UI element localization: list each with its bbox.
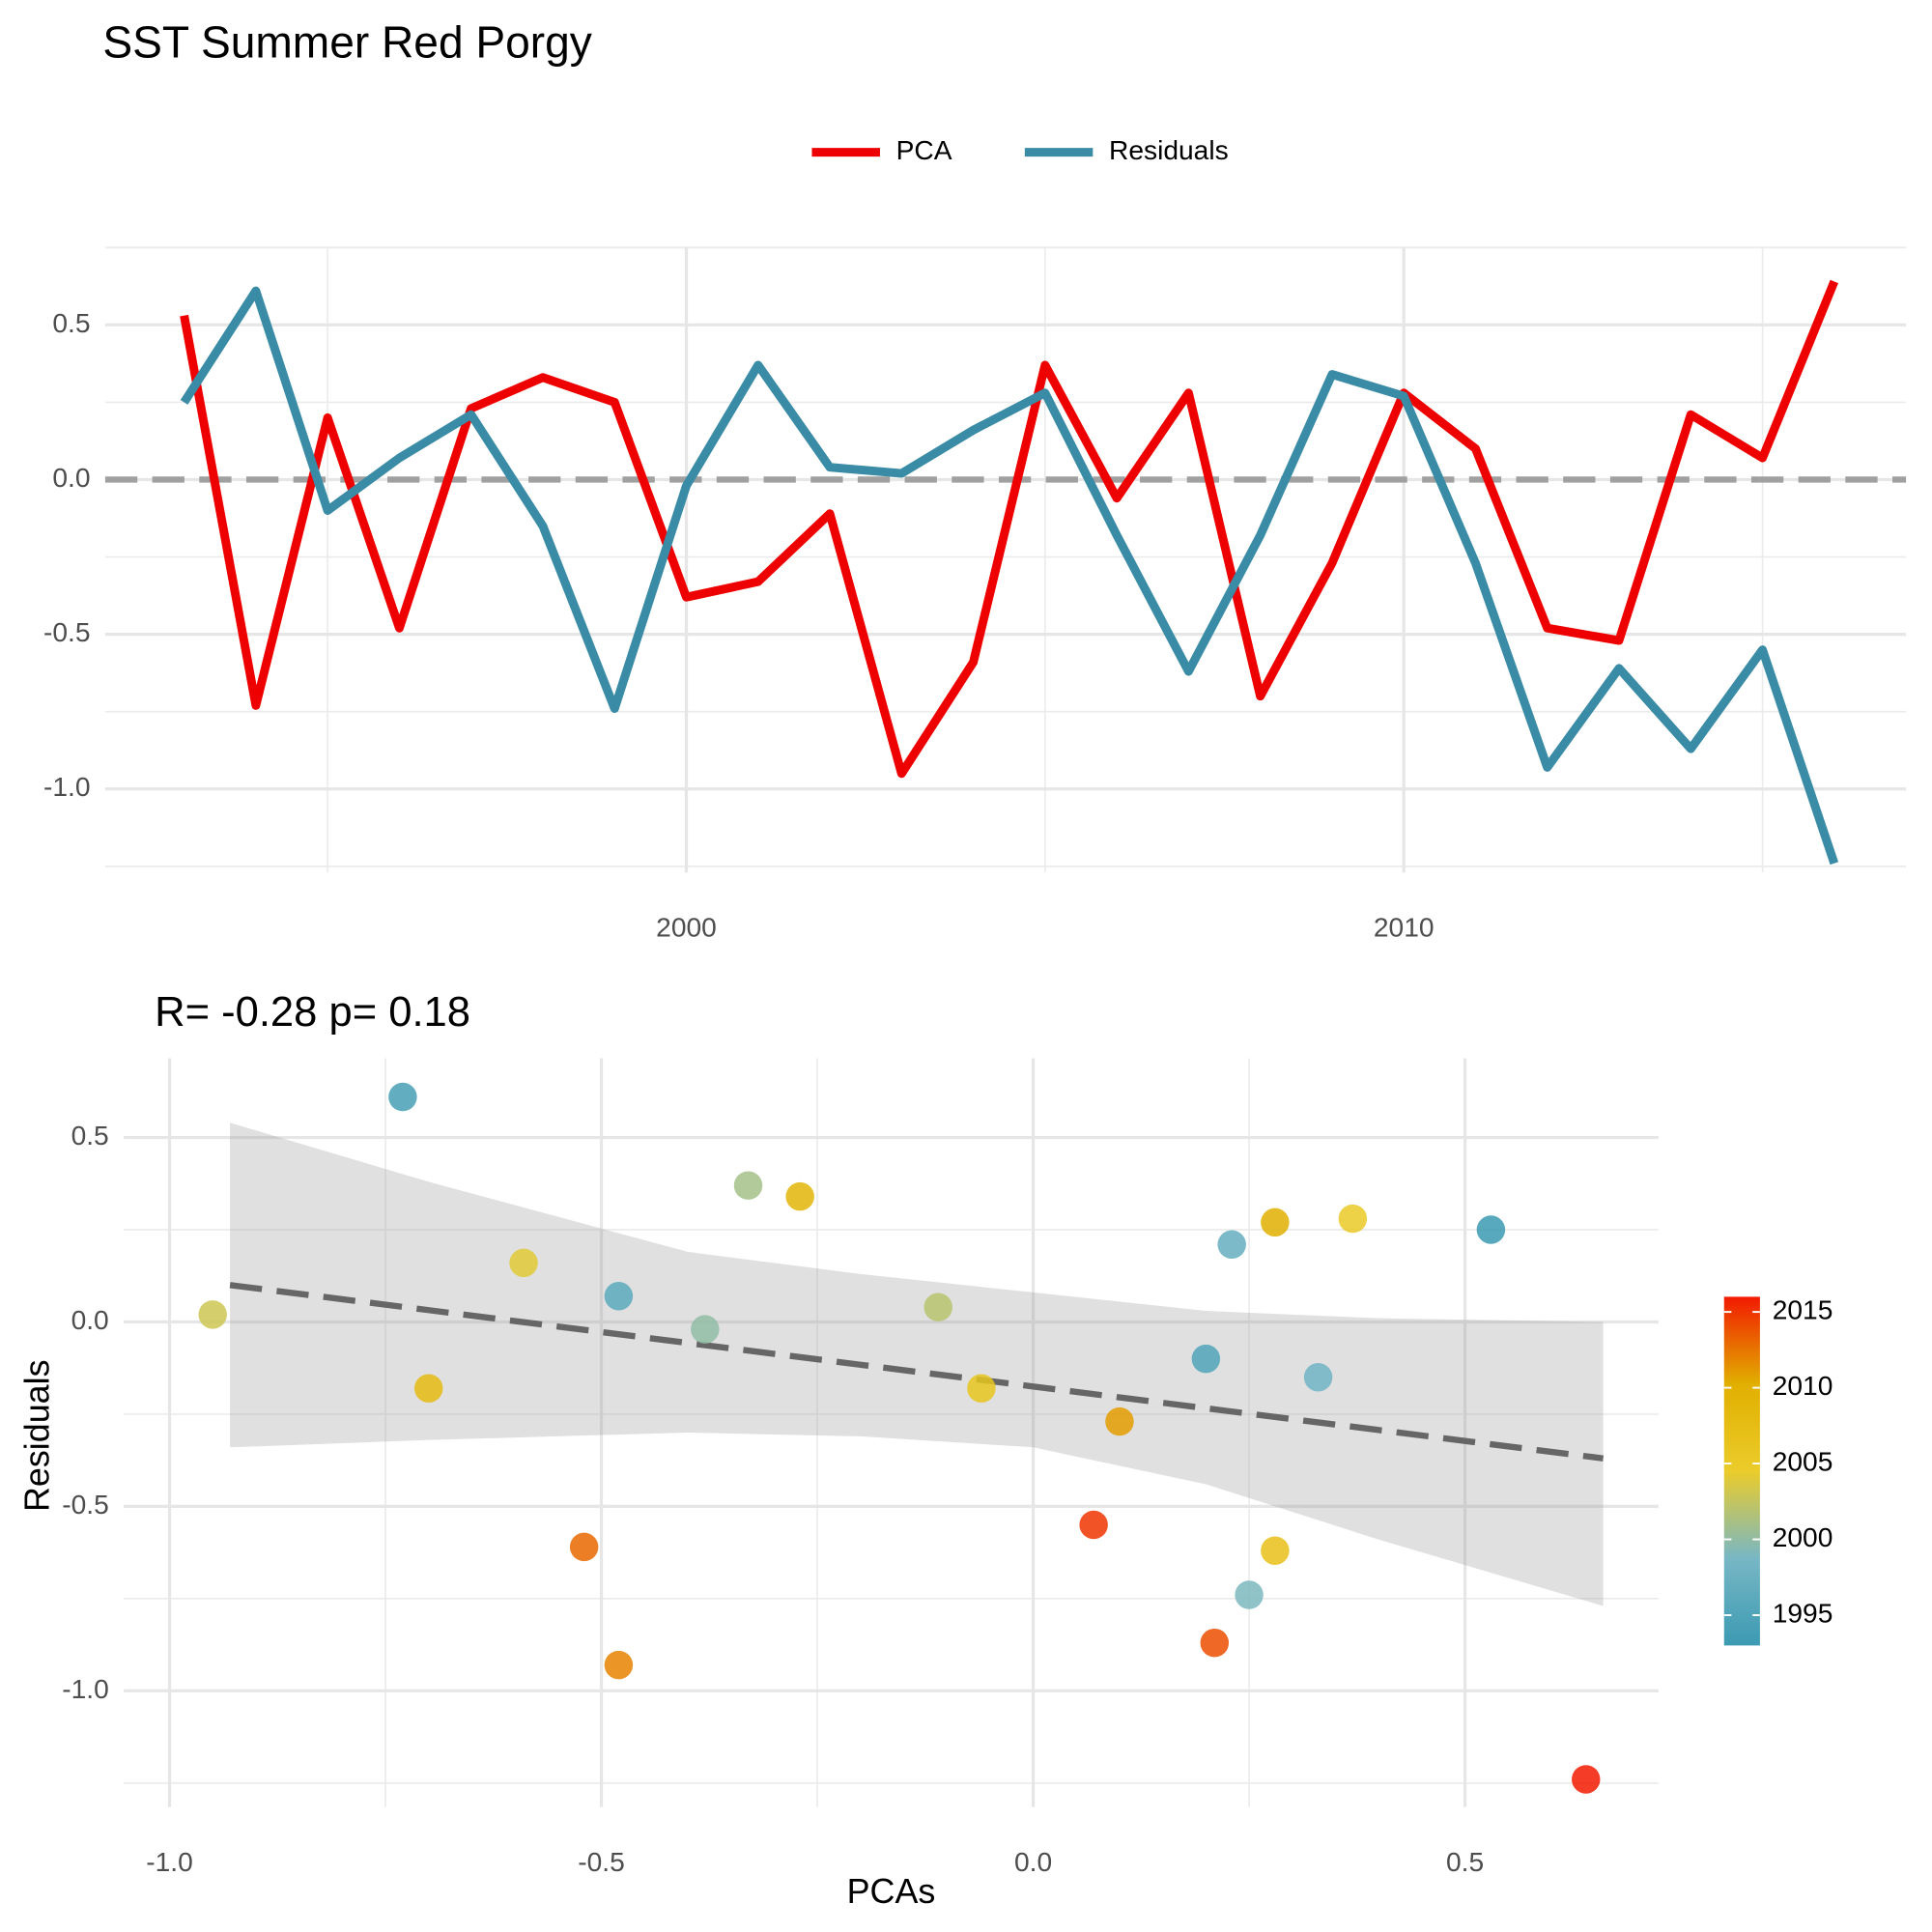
colorbar-label: 2015: [1773, 1294, 1833, 1325]
point: [1079, 1510, 1108, 1540]
x-tick-label: -1.0: [146, 1846, 193, 1877]
point: [1235, 1580, 1264, 1609]
point: [1217, 1230, 1246, 1260]
point: [691, 1315, 720, 1344]
point: [785, 1181, 814, 1211]
point: [1261, 1208, 1290, 1237]
point: [604, 1282, 634, 1311]
point: [1261, 1536, 1290, 1565]
legend-label: Residuals: [1109, 134, 1229, 165]
point: [1338, 1204, 1368, 1234]
colorbar-label: 2005: [1773, 1445, 1833, 1476]
x-tick-label: -0.5: [578, 1846, 625, 1877]
point: [604, 1650, 634, 1680]
y-tick-label: -1.0: [43, 771, 91, 802]
chart-title: SST Summer Red Porgy: [102, 17, 592, 68]
point: [509, 1248, 538, 1278]
y-axis-label: Residuals: [17, 1359, 56, 1511]
x-tick-label: 0.5: [1446, 1846, 1484, 1877]
colorbar-label: 1995: [1773, 1597, 1833, 1628]
point: [923, 1293, 952, 1321]
point: [733, 1171, 763, 1200]
point: [967, 1374, 996, 1403]
y-tick-label: 0.5: [52, 307, 90, 338]
legend-label: PCA: [896, 134, 952, 165]
point: [1303, 1363, 1333, 1392]
point: [413, 1374, 443, 1403]
x-axis-label: PCAs: [847, 1872, 936, 1911]
y-tick-label: 0.0: [52, 462, 90, 493]
confidence-band: [230, 1122, 1604, 1606]
point: [388, 1082, 417, 1112]
colorbar-label: 2010: [1773, 1370, 1833, 1401]
point: [1572, 1765, 1601, 1794]
y-tick-label: -0.5: [62, 1489, 109, 1520]
line: [180, 279, 1838, 779]
x-tick-label: 2010: [1374, 912, 1435, 943]
colorbar: [1723, 1296, 1760, 1646]
point: [1105, 1406, 1134, 1436]
colorbar-label: 2000: [1773, 1521, 1833, 1552]
y-tick-label: 0.5: [71, 1120, 109, 1151]
point: [1191, 1344, 1221, 1374]
point: [1200, 1628, 1230, 1658]
y-tick-label: -1.0: [62, 1673, 109, 1704]
y-tick-label: -0.5: [43, 616, 91, 647]
fit-line: [229, 1282, 1605, 1462]
x-tick-label: 0.0: [1014, 1846, 1052, 1877]
line: [180, 286, 1839, 866]
point: [1476, 1215, 1506, 1244]
point: [569, 1532, 599, 1562]
x-tick-label: 2000: [656, 912, 717, 943]
point: [198, 1300, 227, 1329]
scatter-title: R= -0.28 p= 0.18: [155, 989, 470, 1036]
y-tick-label: 0.0: [71, 1304, 109, 1335]
